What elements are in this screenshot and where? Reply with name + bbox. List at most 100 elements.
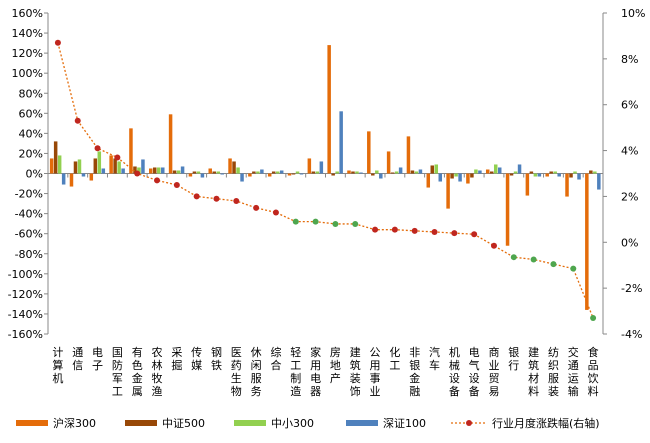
bar-沪深300 [327, 45, 331, 174]
bar-中证500 [509, 173, 514, 176]
left-tick-label: -160% [8, 328, 43, 341]
axes: -160% -140% -120% -100% -80% -60% -40% -20% 0% 20… [8, 7, 646, 341]
category-label: 传媒 [191, 346, 202, 372]
bar-中小300 [533, 173, 538, 177]
legend-label: 行业月度涨跌幅(右轴) [492, 416, 600, 430]
bar-深证100 [497, 167, 502, 174]
bar-沪深300 [485, 169, 490, 174]
category-label: 电子 [92, 346, 103, 372]
line-point [193, 193, 200, 200]
category-label: 通信 [72, 346, 83, 372]
bar-中小300 [414, 171, 419, 174]
line-point [372, 226, 379, 233]
legend-label: 中小300 [271, 417, 314, 430]
bar-中证500 [133, 166, 137, 174]
bar-中小300 [77, 159, 82, 174]
bar-中证500 [311, 171, 316, 174]
bar-中证500 [529, 171, 534, 174]
category-label: 建筑装饰 [350, 345, 361, 398]
bar-中小300 [137, 167, 141, 174]
bar-深证100 [379, 173, 383, 179]
bar-中证500 [271, 171, 276, 174]
right-tick-label: 10% [621, 7, 645, 20]
bar-中小300 [196, 171, 201, 174]
category-label: 综合 [270, 345, 281, 372]
bar-深证100 [398, 167, 403, 174]
bar-中证500 [252, 171, 256, 174]
bar-中证500 [113, 158, 117, 174]
bar-深证100 [279, 170, 284, 174]
bar-深证100 [359, 172, 363, 174]
line-point [173, 181, 180, 188]
bar-沪深300 [446, 173, 450, 209]
category-label: 家用电器 [310, 345, 321, 398]
legend: 沪深300 中证500 中小300 深证100 行业月度涨跌幅(右轴) [16, 416, 600, 430]
bar-沪深300 [129, 128, 133, 174]
left-tick-label: 80% [19, 87, 43, 100]
bar-深证100 [418, 169, 423, 174]
line-point [94, 145, 101, 152]
bar-中小300 [176, 170, 181, 174]
left-tick-label: 60% [19, 107, 43, 120]
bar-中小300 [593, 171, 597, 174]
category-label: 纺织服装 [548, 345, 559, 398]
left-tick-label: 160% [12, 7, 43, 20]
bar-中小300 [573, 171, 577, 174]
legend-swatch-marker [466, 420, 472, 426]
category-label: 公用事业 [370, 346, 381, 398]
bar-深证100 [101, 168, 106, 174]
bar-中小300 [256, 171, 260, 174]
bar-深证100 [478, 170, 482, 174]
bar-深证100 [240, 173, 244, 182]
bar-深证100 [339, 111, 343, 174]
bar-中证500 [172, 170, 177, 174]
line-point [54, 39, 61, 46]
legend-swatch [16, 420, 48, 426]
bar-深证100 [260, 169, 264, 174]
line-point [530, 256, 537, 263]
line-point [213, 195, 220, 202]
bar-沪深300 [545, 173, 549, 177]
bar-沪深300 [426, 173, 431, 188]
bar-中证500 [410, 170, 415, 174]
bar-沪深300 [367, 131, 371, 174]
left-tick-label: -60% [15, 228, 43, 241]
line-point [570, 265, 577, 272]
bar-沪深300 [347, 170, 351, 174]
right-tick-label: 6% [621, 99, 638, 112]
bar-深证100 [200, 173, 205, 178]
category-label: 钢铁 [211, 346, 222, 372]
bar-沪深300 [49, 158, 54, 174]
bar-中小300 [295, 171, 300, 174]
bar-中小300 [216, 171, 220, 174]
right-tick-label: 2% [621, 190, 638, 203]
bar-深证100 [220, 173, 224, 175]
bar-深证100 [121, 168, 125, 174]
bar-沪深300 [565, 173, 569, 197]
line-point [451, 230, 458, 237]
line-point [391, 226, 398, 233]
bar-中证500 [331, 173, 335, 176]
bar-深证100 [81, 173, 86, 177]
left-tick-label: 100% [12, 67, 43, 80]
bar-深证100 [161, 167, 165, 174]
left-tick-label: -100% [8, 268, 43, 281]
bar-中小300 [513, 171, 518, 174]
bar-深证100 [61, 173, 66, 185]
line-point [590, 314, 597, 321]
bar-中证500 [450, 173, 454, 179]
bar-沪深300 [208, 168, 212, 174]
line-point [471, 231, 478, 238]
bar-沪深300 [505, 173, 510, 246]
category-label: 电气设备 [469, 346, 480, 398]
bar-中证500 [232, 161, 236, 174]
line-point [154, 177, 161, 184]
bar-中小300 [57, 155, 62, 174]
bar-中小300 [355, 171, 359, 174]
bar-沪深300 [149, 168, 153, 174]
category-label: 化工 [389, 345, 400, 372]
legend-label: 深证100 [383, 417, 426, 430]
line-point [74, 117, 81, 124]
bar-中证500 [489, 171, 494, 174]
bar-沪深300 [406, 136, 411, 174]
